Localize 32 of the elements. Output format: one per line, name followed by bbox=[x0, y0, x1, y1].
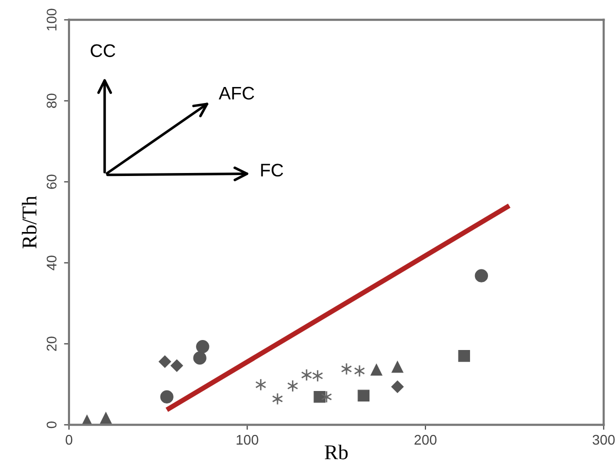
point bbox=[312, 370, 324, 382]
point bbox=[255, 378, 266, 391]
point bbox=[314, 390, 326, 403]
point bbox=[474, 269, 488, 282]
point bbox=[301, 368, 312, 382]
point bbox=[391, 380, 404, 393]
y-tick-label: 100 bbox=[46, 8, 57, 30]
annotation: AFC bbox=[218, 86, 254, 100]
x-tick-label: 200 bbox=[414, 434, 436, 445]
x-tick-label: 300 bbox=[592, 434, 615, 445]
y-tick-label: 60 bbox=[46, 174, 57, 189]
point bbox=[458, 350, 470, 362]
y-tick-label: 0 bbox=[46, 421, 57, 428]
point bbox=[170, 359, 184, 372]
annotation: FC bbox=[261, 164, 284, 177]
point bbox=[287, 380, 298, 392]
x-tick-label: 100 bbox=[236, 434, 258, 445]
point bbox=[392, 360, 404, 373]
x-axis-title: Rb bbox=[324, 444, 348, 460]
y-axis-title: Rb/Th bbox=[22, 196, 37, 248]
point bbox=[358, 390, 370, 402]
x-tick-label: 0 bbox=[66, 434, 72, 445]
point bbox=[100, 412, 112, 424]
y-tick-label: 80 bbox=[46, 94, 57, 108]
point bbox=[193, 351, 206, 365]
point bbox=[158, 355, 172, 368]
y-tick-label: 20 bbox=[46, 336, 57, 351]
y-tick-label: 40 bbox=[46, 256, 57, 270]
point bbox=[160, 390, 174, 404]
point bbox=[370, 364, 382, 376]
point bbox=[196, 340, 210, 354]
annotation: CC bbox=[90, 44, 116, 58]
